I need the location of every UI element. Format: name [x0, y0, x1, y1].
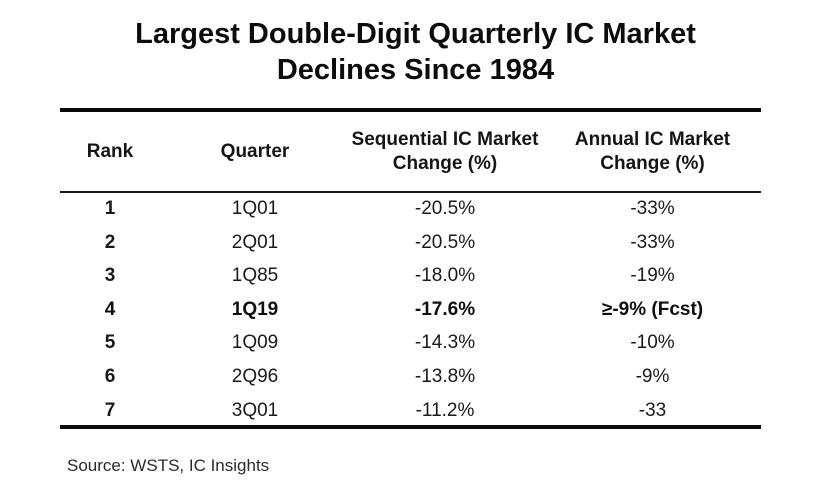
cell-sequential-change: -18.0% — [414, 265, 476, 287]
table-row: 7 3Q01 -11.2% -33 — [0, 394, 831, 428]
table-row: 6 2Q96 -13.8% -9% — [0, 360, 831, 394]
cell-rank: 6 — [104, 366, 116, 387]
source-note: Source: WSTS, IC Insights — [67, 456, 270, 475]
cell-sequential-change: -20.5% — [414, 198, 476, 219]
table-row: 3 1Q85 -18.0% -19% — [0, 259, 831, 293]
table-row: 4 1Q19 -17.6% ≥-9% (Fcst) — [0, 293, 831, 327]
cell-annual-change: ≥-9% (Fcst) — [601, 298, 704, 320]
header-quarter: Quarter — [220, 141, 290, 162]
cell-quarter: 1Q09 — [231, 332, 279, 354]
cell-annual-change: -10% — [630, 332, 675, 354]
cell-annual-change: -33% — [630, 198, 675, 219]
cell-quarter: 1Q01 — [231, 198, 279, 219]
header-sequential-change: Sequential IC Market Change (%) — [351, 129, 539, 174]
top-rule-divider — [60, 108, 761, 112]
table-title: Largest Double-Digit Quarterly IC Market… — [0, 16, 831, 88]
cell-rank: 2 — [104, 231, 116, 253]
cell-annual-change: -19% — [630, 265, 675, 287]
cell-annual-change: -9% — [635, 366, 670, 387]
header-annual-change: Annual IC Market Change (%) — [574, 129, 731, 174]
cell-quarter: 1Q85 — [231, 265, 279, 287]
cell-sequential-change: -20.5% — [414, 231, 476, 253]
cell-rank: 5 — [104, 332, 116, 354]
cell-rank: 7 — [104, 399, 116, 421]
cell-annual-change: -33% — [630, 231, 675, 253]
cell-quarter: 2Q96 — [231, 366, 279, 387]
cell-sequential-change: -13.8% — [414, 366, 476, 387]
cell-rank: 4 — [104, 298, 116, 320]
header-rule-divider — [60, 191, 761, 193]
table-row: 5 1Q09 -14.3% -10% — [0, 326, 831, 360]
table-row: 1 1Q01 -20.5% -33% — [0, 192, 831, 226]
cell-sequential-change: -11.2% — [415, 399, 475, 421]
cell-rank: 3 — [104, 265, 116, 287]
cell-sequential-change: -17.6% — [414, 298, 476, 320]
cell-quarter: 3Q01 — [231, 399, 279, 421]
header-rank: Rank — [86, 141, 134, 162]
cell-sequential-change: -14.3% — [414, 332, 476, 354]
bottom-rule-divider — [60, 425, 761, 429]
title-line-2: Declines Since 1984 — [276, 54, 555, 86]
table-row: 2 2Q01 -20.5% -33% — [0, 226, 831, 260]
title-line-1: Largest Double-Digit Quarterly IC Market — [135, 18, 696, 50]
cell-quarter: 1Q19 — [231, 298, 279, 320]
cell-quarter: 2Q01 — [231, 231, 279, 253]
cell-annual-change: -33 — [638, 399, 667, 421]
cell-rank: 1 — [104, 198, 116, 219]
